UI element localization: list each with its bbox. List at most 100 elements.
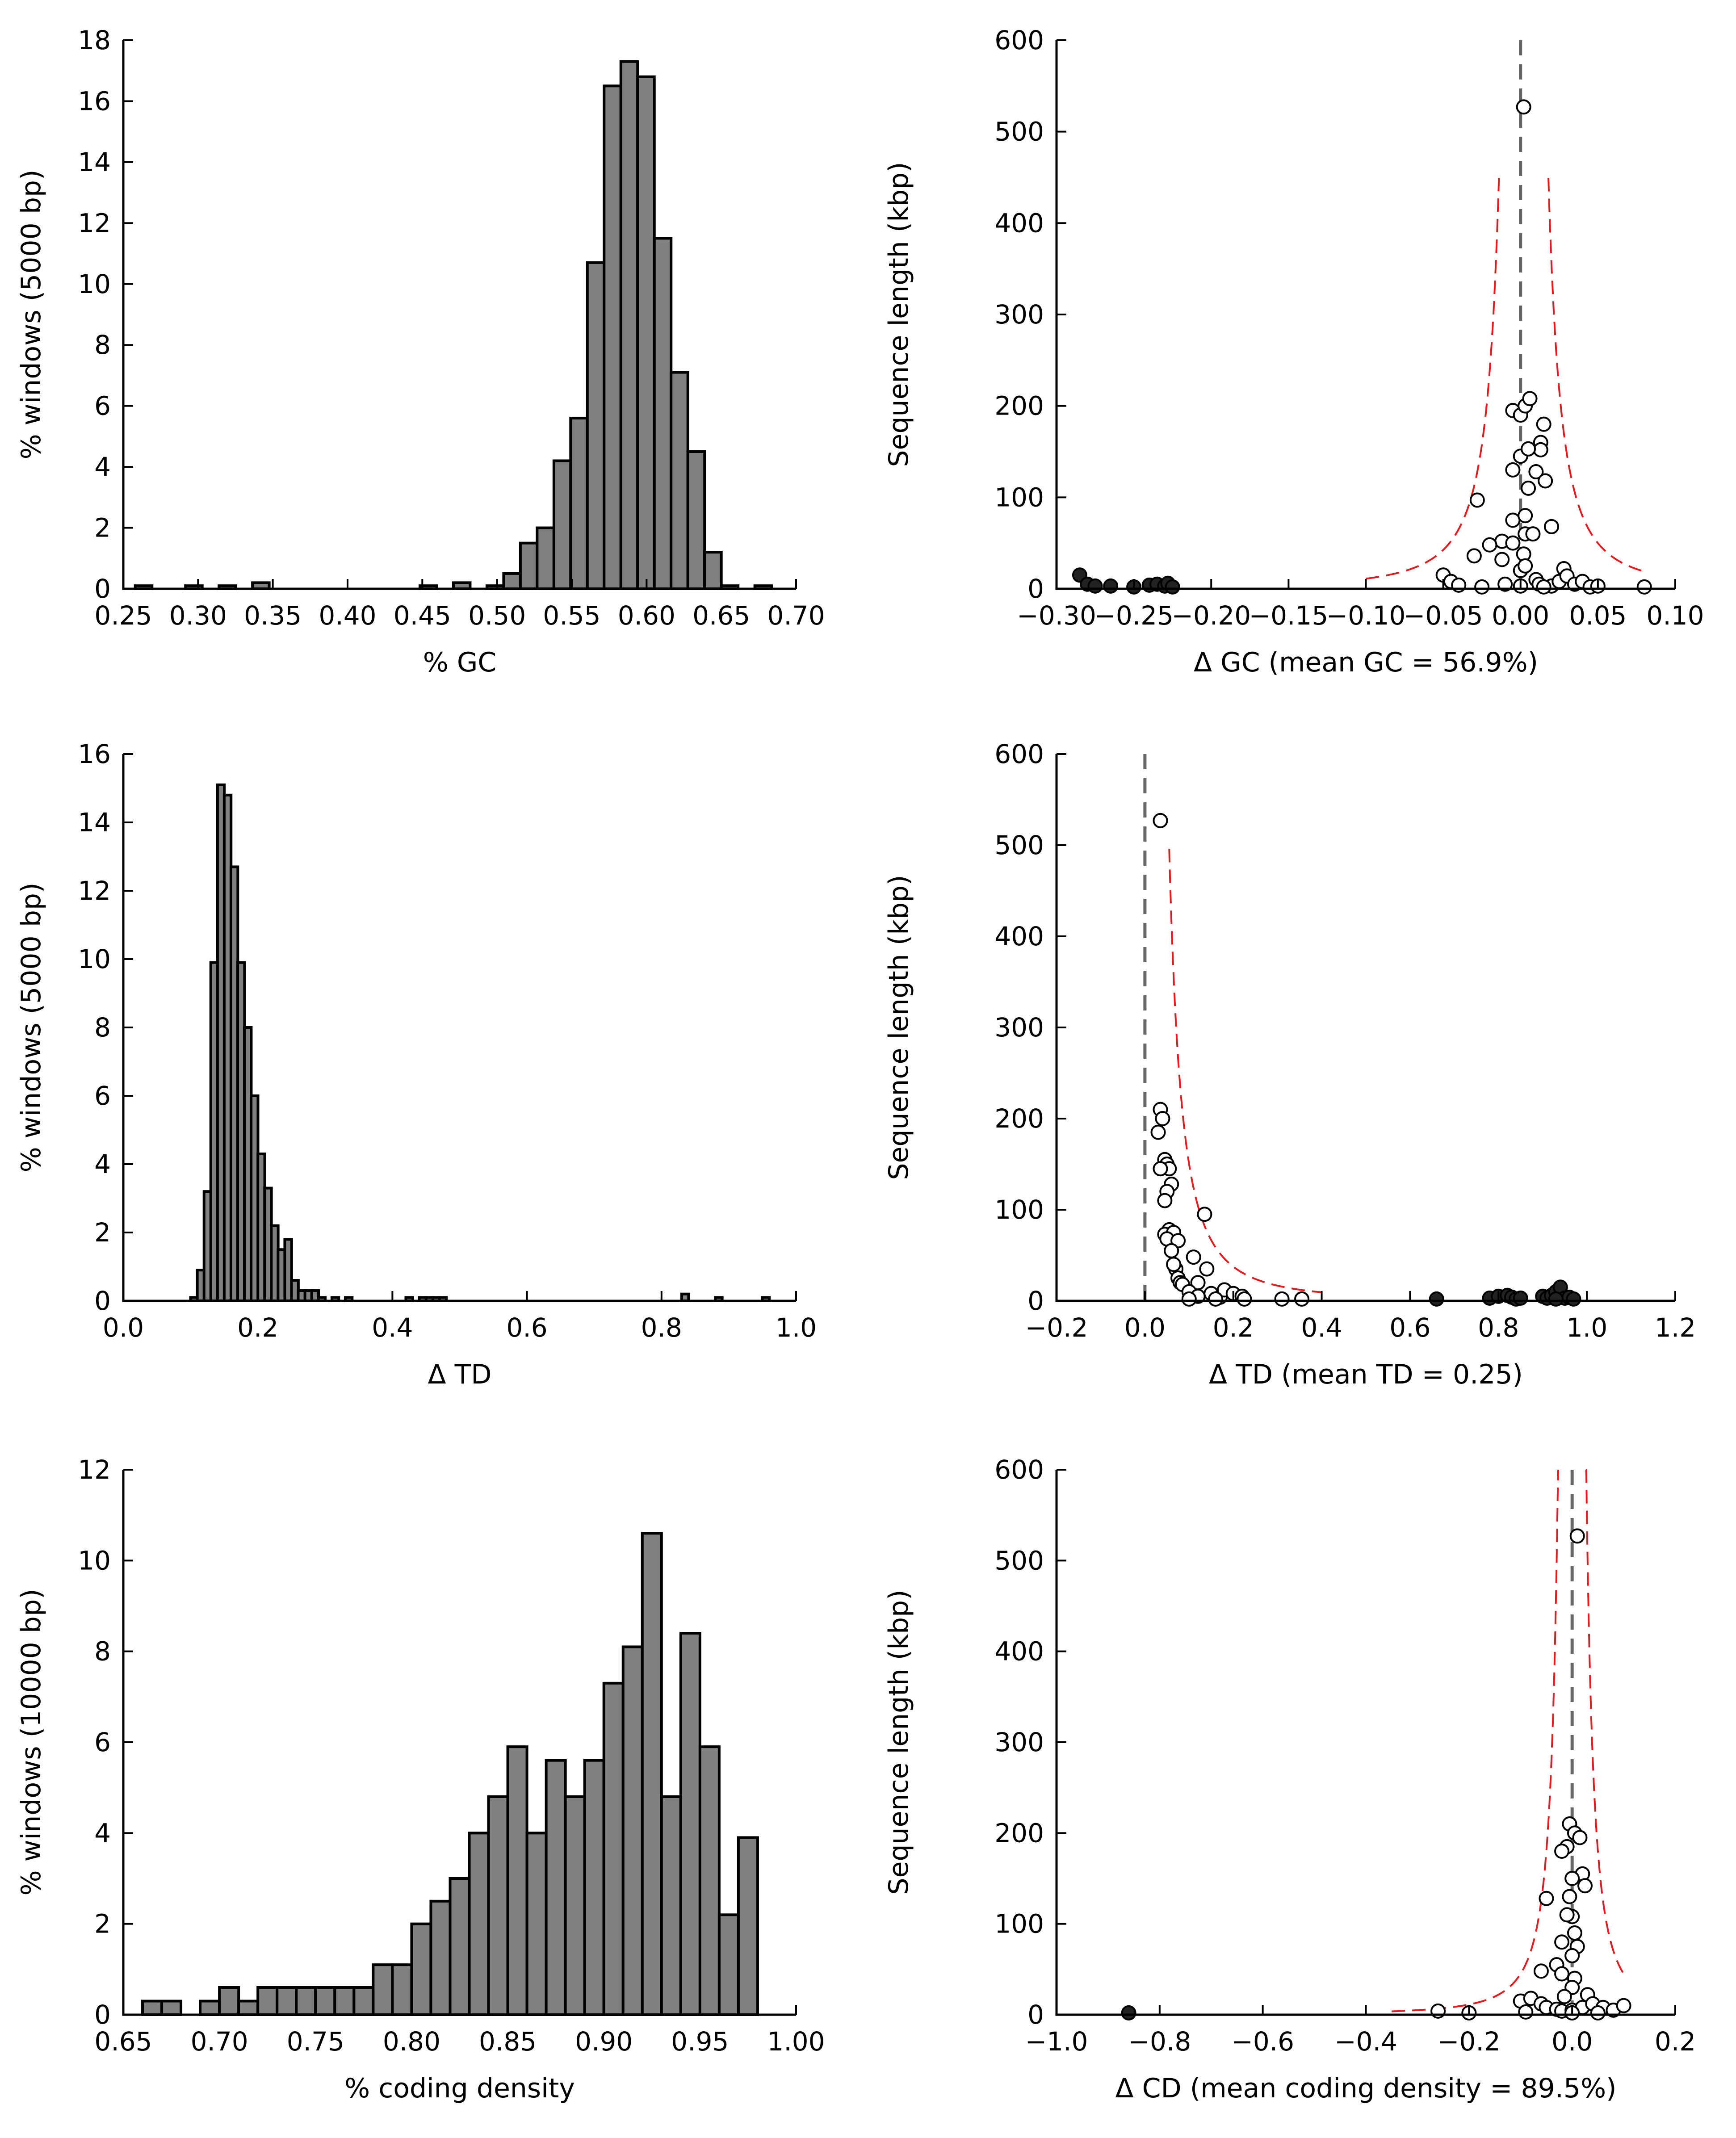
histogram-bar bbox=[679, 1632, 701, 2016]
scatter-point-open bbox=[1516, 99, 1531, 115]
histogram-bar bbox=[583, 1759, 605, 2016]
histogram-bar bbox=[160, 2000, 183, 2016]
x-tick-label: 0.75 bbox=[287, 2026, 344, 2057]
scatter-point-open bbox=[1274, 1291, 1290, 1307]
scatter-point-open bbox=[1616, 1998, 1631, 2013]
histogram-bar bbox=[449, 1877, 471, 2016]
histogram-bar bbox=[391, 1963, 413, 2016]
x-tick-label: −0.4 bbox=[1334, 2026, 1397, 2057]
scatter-point-filled bbox=[1566, 1291, 1581, 1307]
y-tick-label: 500 bbox=[994, 1545, 1044, 1576]
x-tick-label: 0.45 bbox=[394, 600, 451, 631]
scatter-point-filled bbox=[1103, 578, 1119, 594]
y-tick-label: 0 bbox=[1027, 574, 1044, 604]
x-axis-label: % coding density bbox=[344, 2073, 575, 2104]
scatter-point-open bbox=[1466, 548, 1482, 564]
y-tick-label: 12 bbox=[78, 876, 111, 906]
scatter-point-open bbox=[1164, 1243, 1179, 1258]
x-tick-label: 0.70 bbox=[191, 2026, 248, 2057]
y-tick-label: 200 bbox=[994, 1818, 1044, 1848]
y-tick-label: 16 bbox=[78, 739, 111, 769]
threshold-curve-left bbox=[1392, 1469, 1559, 2012]
scatter-point-open bbox=[1518, 508, 1533, 524]
scatter-point-open bbox=[1536, 579, 1551, 595]
scatter-point-filled bbox=[1121, 2005, 1136, 2021]
histogram-bar bbox=[429, 1899, 452, 2016]
scatter-point-open bbox=[1533, 1963, 1549, 1979]
histogram-bar bbox=[660, 1795, 682, 2016]
histogram-bar bbox=[468, 1832, 490, 2016]
x-tick-label: 1.2 bbox=[1655, 1312, 1696, 1343]
y-tick-label: 100 bbox=[994, 1909, 1044, 1939]
histogram-bar bbox=[218, 1986, 240, 2016]
histogram-bar bbox=[519, 541, 539, 590]
x-tick-label: 0.40 bbox=[319, 600, 376, 631]
x-axis-label: Δ CD (mean coding density = 89.5%) bbox=[1115, 2073, 1617, 2104]
scatter-point-open bbox=[1539, 1891, 1554, 1906]
scatter-point-open bbox=[1518, 558, 1533, 574]
x-tick-label: 0.2 bbox=[237, 1312, 278, 1343]
scatter-point-open bbox=[1556, 1989, 1572, 2004]
histogram-bar bbox=[506, 1745, 528, 2016]
y-tick-label: 12 bbox=[78, 1455, 111, 1485]
x-tick-label: 0.0 bbox=[103, 1312, 144, 1343]
scatter-point-open bbox=[1505, 535, 1521, 551]
y-tick-label: 8 bbox=[94, 330, 111, 360]
y-tick-label: 4 bbox=[94, 1149, 111, 1179]
y-tick-label: 10 bbox=[78, 269, 111, 299]
panel-bottom-right: −1.0 −0.8 −0.6 −0.4 −0.2 0.0 0.2 0 100 200 300 400 5… bbox=[883, 1455, 1696, 2104]
scatter-point-open bbox=[1157, 1193, 1173, 1208]
panel-top-right: −0.30−0.25−0.20−0.15−0.10−0.05 0.00 0.05 0.… bbox=[883, 25, 1704, 678]
histogram-bar bbox=[569, 416, 589, 590]
y-tick-label: 500 bbox=[994, 117, 1044, 147]
x-tick-label: −0.6 bbox=[1231, 2026, 1294, 2057]
histogram-bar bbox=[603, 84, 622, 590]
scatter-point-open bbox=[1554, 1934, 1570, 1950]
x-tick-label: 0.2 bbox=[1213, 1312, 1254, 1343]
y-axis-label: % windows (5000 bp) bbox=[16, 883, 47, 1173]
y-tick-label: 10 bbox=[78, 1545, 111, 1576]
x-tick-label: 0.85 bbox=[479, 2026, 537, 2057]
scatter-point-open bbox=[1237, 1291, 1252, 1307]
scatter-point-open bbox=[1564, 1871, 1580, 1886]
y-tick-label: 14 bbox=[78, 807, 111, 838]
y-tick-label: 8 bbox=[94, 1636, 111, 1667]
scatter-point-open bbox=[1522, 391, 1538, 407]
x-tick-label: 0.65 bbox=[94, 2026, 152, 2057]
x-tick-label: 0.6 bbox=[506, 1312, 547, 1343]
scatter-point-open bbox=[1533, 442, 1548, 457]
plot-area bbox=[134, 60, 773, 591]
histogram-bar bbox=[410, 1922, 432, 2016]
histogram-bar bbox=[276, 1986, 298, 2016]
scatter-point-open bbox=[1567, 1925, 1582, 1941]
x-axis-label: % GC bbox=[423, 647, 496, 678]
histogram-bar bbox=[199, 2000, 221, 2016]
y-tick-label: 0 bbox=[94, 574, 111, 604]
scatter-point-open bbox=[1521, 441, 1536, 457]
y-tick-label: 200 bbox=[994, 391, 1044, 421]
threshold-curve bbox=[1168, 849, 1322, 1293]
histogram-bar bbox=[737, 1836, 759, 2016]
scatter-point-open bbox=[1554, 1844, 1570, 1859]
y-axis-label: % windows (10000 bp) bbox=[16, 1589, 47, 1896]
scatter-point-open bbox=[1505, 512, 1521, 528]
scatter-point-open bbox=[1577, 1878, 1593, 1894]
scatter-point-open bbox=[1528, 464, 1544, 480]
scatter-point-open bbox=[1536, 416, 1551, 432]
scatter-point-filled bbox=[1429, 1291, 1444, 1307]
x-tick-label: 0.00 bbox=[1492, 600, 1549, 631]
x-tick-label: 0.05 bbox=[1569, 600, 1627, 631]
x-tick-label: 0.30 bbox=[169, 600, 227, 631]
scatter-point-open bbox=[1554, 1966, 1570, 1982]
x-tick-label: 0.55 bbox=[543, 600, 600, 631]
histogram-bar bbox=[619, 60, 639, 590]
y-tick-label: 0 bbox=[94, 1286, 111, 1316]
x-tick-label: 0.65 bbox=[692, 600, 750, 631]
x-tick-label: −0.05 bbox=[1404, 600, 1483, 631]
histogram-bar bbox=[372, 1963, 394, 2016]
histogram-bar bbox=[686, 450, 706, 590]
plot-area bbox=[141, 1532, 759, 2016]
panel-top-left: 0.25 0.30 0.35 0.40 0.45 0.50 0.55 0.60 0.65 0.70… bbox=[16, 25, 825, 678]
scatter-point-open bbox=[1525, 526, 1541, 542]
